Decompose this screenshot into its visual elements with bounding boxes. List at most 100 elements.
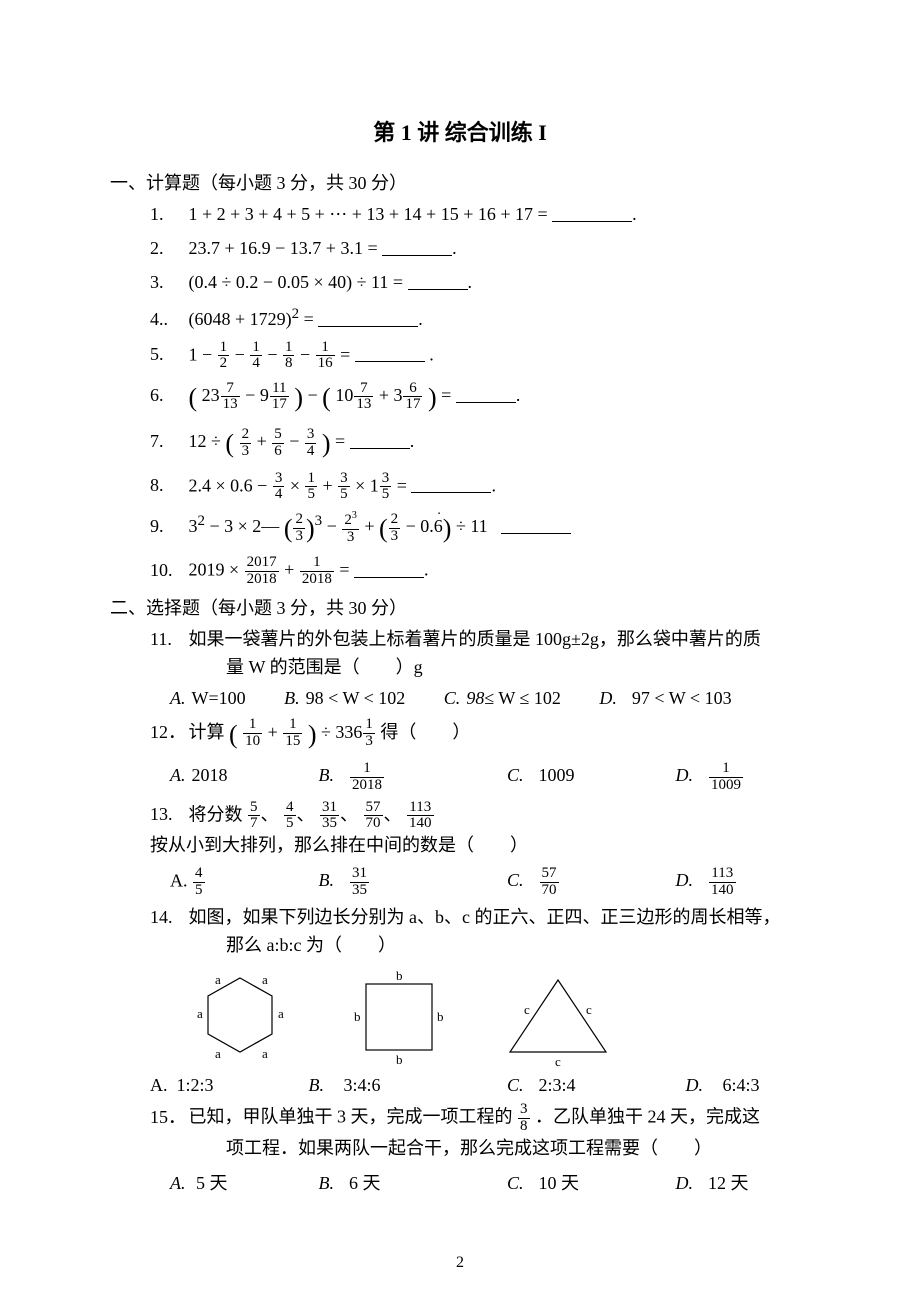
repeating-dot: 6 — [434, 516, 443, 536]
question-5: 5. 1 − 12 − 14 − 18 − 116 = . — [150, 340, 810, 373]
page-container: 第 1 讲 综合训练 I 一、计算题（每小题 3 分，共 30 分） 1. 1 … — [0, 0, 920, 1302]
question-3: 3. (0.4 ÷ 0.2 − 0.05 × 40) ÷ 11 = . — [150, 269, 810, 297]
q10-blank — [354, 559, 424, 578]
q7-blank — [350, 430, 410, 449]
page-title: 第 1 讲 综合训练 I — [110, 115, 810, 147]
q4-sup: 2 — [292, 306, 300, 322]
q8-num: 8. — [150, 472, 184, 500]
svg-text:a: a — [262, 1046, 268, 1061]
q5-one: 1 − — [189, 344, 217, 364]
q1-blank — [552, 203, 632, 222]
q5-f1: 12 — [218, 340, 230, 373]
q6-num: 6. — [150, 382, 184, 410]
q5-f2: 14 — [250, 340, 262, 373]
question-15: 15． 已知，甲队单独干 3 天，完成一项工程的 38 ．乙队单独干 24 天，… — [150, 1102, 810, 1162]
q11-opt-d: D. 97 < W < 103 — [599, 688, 731, 709]
q3-blank — [408, 271, 468, 290]
q13-opt-d: D. 113140 — [676, 866, 737, 899]
question-12: 12． 计算 ( 110 + 115 ) ÷ 33613 得（ ） — [150, 715, 810, 755]
q11-text: 如果一袋薯片的外包装上标着薯片的质量是 100g±2g，那么袋中薯片的质 — [189, 629, 761, 649]
q2-blank — [382, 237, 452, 256]
q10-num: 10. — [150, 557, 184, 585]
svg-text:a: a — [278, 1006, 284, 1021]
question-10: 10. 2019 × 20172018 + 12018 = . — [150, 555, 810, 588]
q2-expr: 23.7 + 16.9 − 13.7 + 3.1 = — [189, 238, 378, 258]
q14-opt-b: B. 3:4:6 — [309, 1075, 469, 1096]
svg-text:c: c — [586, 1002, 592, 1017]
q5-blank — [355, 343, 425, 362]
svg-text:b: b — [396, 968, 403, 983]
q2-num: 2. — [150, 235, 184, 263]
square-shape: b b b b — [334, 966, 464, 1071]
q11-opt-a: A.W=100 — [170, 688, 246, 709]
q6-blank — [456, 384, 516, 403]
q12-opt-d: D. 11009 — [676, 761, 745, 794]
q12-opt-b: B. 12018 — [319, 761, 469, 794]
q4-eq: = — [304, 309, 314, 329]
triangle-shape: c c c — [488, 966, 628, 1071]
q5-f3: 18 — [283, 340, 295, 373]
q1-expr: 1 + 2 + 3 + 4 + 5 + ⋯ + 13 + 14 + 15 + 1… — [189, 204, 548, 224]
svg-text:a: a — [215, 972, 221, 987]
question-14: 14. 如图，如果下列边长分别为 a、b、c 的正六、正四、正三边形的周长相等，… — [150, 904, 810, 960]
q15-opt-b: B. 6 天 — [319, 1169, 469, 1195]
q15-opt-a: A. 5 天 — [170, 1169, 280, 1195]
q15-num: 15． — [150, 1104, 184, 1132]
hexagon-shape: a a a a a a — [170, 966, 310, 1071]
question-13: 13. 将分数 57、 45、 3135、 5770、 113140 按从小到大… — [150, 800, 810, 860]
q9-blank — [501, 515, 571, 534]
q15-options: A. 5 天 B. 6 天 C. 10 天 D. 12 天 — [170, 1169, 810, 1195]
q14-shapes: a a a a a a b b b b c c c — [170, 966, 810, 1071]
q11-text2: 量 W 的范围是（ ）g — [226, 654, 810, 682]
q11-opt-c: C.98≤ W ≤ 102 — [444, 688, 561, 709]
q13-opt-c: C. 5770 — [507, 866, 637, 899]
question-1: 1. 1 + 2 + 3 + 4 + 5 + ⋯ + 13 + 14 + 15 … — [150, 201, 810, 229]
q12-opt-c: C. 1009 — [507, 765, 637, 786]
svg-text:b: b — [354, 1009, 361, 1024]
question-4: 4.. (6048 + 1729)2 = . — [150, 303, 810, 334]
section-2-heading: 二、选择题（每小题 3 分，共 30 分） — [110, 594, 810, 620]
svg-text:b: b — [437, 1009, 444, 1024]
q9-num: 9. — [150, 513, 184, 541]
svg-text:a: a — [215, 1046, 221, 1061]
q11-opt-b: B.98 < W < 102 — [284, 688, 405, 709]
q13-num: 13. — [150, 801, 184, 829]
q13-opt-a: A. 45 — [170, 866, 280, 899]
q4-num: 4.. — [150, 306, 184, 334]
q8-blank — [411, 474, 491, 493]
q11-options: A.W=100 B.98 < W < 102 C.98≤ W ≤ 102 D. … — [170, 688, 810, 709]
q14-opt-a: A. 1:2:3 — [150, 1075, 270, 1096]
q12-num: 12． — [150, 719, 184, 747]
q14-opt-d: D. 6:4:3 — [686, 1075, 760, 1096]
svg-text:a: a — [262, 972, 268, 987]
q14-options: A. 1:2:3 B. 3:4:6 C. 2:3:4 D. 6:4:3 — [150, 1075, 810, 1096]
q15-opt-d: D. 12 天 — [676, 1169, 749, 1195]
q11-num: 11. — [150, 626, 184, 654]
question-2: 2. 23.7 + 16.9 − 13.7 + 3.1 = . — [150, 235, 810, 263]
q14-num: 14. — [150, 904, 184, 932]
question-7: 7. 12 ÷ ( 23 + 56 − 34 ) = . — [150, 424, 810, 464]
svg-text:c: c — [524, 1002, 530, 1017]
q7-num: 7. — [150, 428, 184, 456]
q13-options: A. 45 B. 3135 C. 5770 D. 113140 — [170, 866, 810, 899]
question-6: 6. ( 23713 − 91117 ) − ( 10713 + 3617 ) … — [150, 378, 810, 418]
q14-opt-c: C. 2:3:4 — [507, 1075, 647, 1096]
q5-f4: 116 — [316, 340, 335, 373]
q12-options: A.2018 B. 12018 C. 1009 D. 11009 — [170, 761, 810, 794]
q4-blank — [318, 308, 418, 327]
svg-text:a: a — [197, 1006, 203, 1021]
q3-expr: (0.4 ÷ 0.2 − 0.05 × 40) ÷ 11 = — [189, 272, 404, 292]
svg-text:c: c — [555, 1054, 561, 1069]
question-8: 8. 2.4 × 0.6 − 34 × 15 + 35 × 135 = . — [150, 471, 810, 504]
q1-num: 1. — [150, 201, 184, 229]
q3-num: 3. — [150, 269, 184, 297]
section-1-heading: 一、计算题（每小题 3 分，共 30 分） — [110, 169, 810, 195]
question-9: 9. 32 − 3 × 2— (23)3 − 233 + (23 − 0.6) … — [150, 509, 810, 549]
q5-num: 5. — [150, 341, 184, 369]
question-11: 11. 如果一袋薯片的外包装上标着薯片的质量是 100g±2g，那么袋中薯片的质… — [150, 626, 810, 682]
svg-text:b: b — [396, 1052, 403, 1067]
q13-opt-b: B. 3135 — [319, 866, 469, 899]
page-number: 2 — [0, 1254, 920, 1272]
q15-opt-c: C. 10 天 — [507, 1169, 637, 1195]
q12-opt-a: A.2018 — [170, 765, 280, 786]
